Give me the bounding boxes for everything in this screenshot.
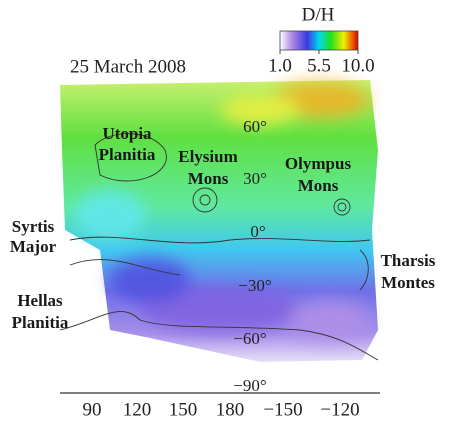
date: 25 March 2008 [70, 56, 186, 77]
latitude-label: −60° [233, 329, 266, 348]
longitude-label: −120 [320, 399, 359, 420]
colorbar-tick-label: 10.0 [341, 55, 374, 76]
region-label: Utopia Planitia [99, 124, 156, 164]
longitude-label: 180 [216, 399, 245, 420]
longitude-label: 150 [169, 399, 198, 420]
colorbar-title: D/H [302, 4, 335, 25]
latitude-labels: 60° 30° 0° −30° −60° −90° [233, 117, 271, 395]
colorbar-tick-label: 5.5 [307, 55, 331, 76]
latitude-label: 0° [250, 222, 265, 241]
latitude-label: 30° [243, 169, 267, 188]
latitude-label: −30° [238, 276, 271, 295]
region-labels: Utopia Planitia Elysium Mons Olympus Mons Syrt… [10, 124, 436, 332]
colorbar-ticks: 1.0 5.5 10.0 [268, 50, 375, 76]
colorbar-tick-label: 1.0 [268, 55, 292, 76]
region-label: Tharsis Montes [381, 251, 436, 292]
longitude-labels: 90 120 150 180 −150 −120 [83, 399, 360, 420]
latitude-label: −90° [233, 376, 266, 395]
colorbar [279, 30, 359, 51]
longitude-label: 90 [83, 399, 102, 420]
longitude-label: 120 [123, 399, 152, 420]
longitude-label: −150 [263, 399, 302, 420]
latitude-label: 60° [243, 117, 267, 136]
region-label: Elysium Mons [178, 147, 238, 188]
region-label: Syrtis Major [10, 217, 57, 256]
region-label: Hellas Planitia [12, 291, 69, 332]
region-label: Olympus Mons [285, 154, 352, 195]
map-field [59, 80, 379, 362]
